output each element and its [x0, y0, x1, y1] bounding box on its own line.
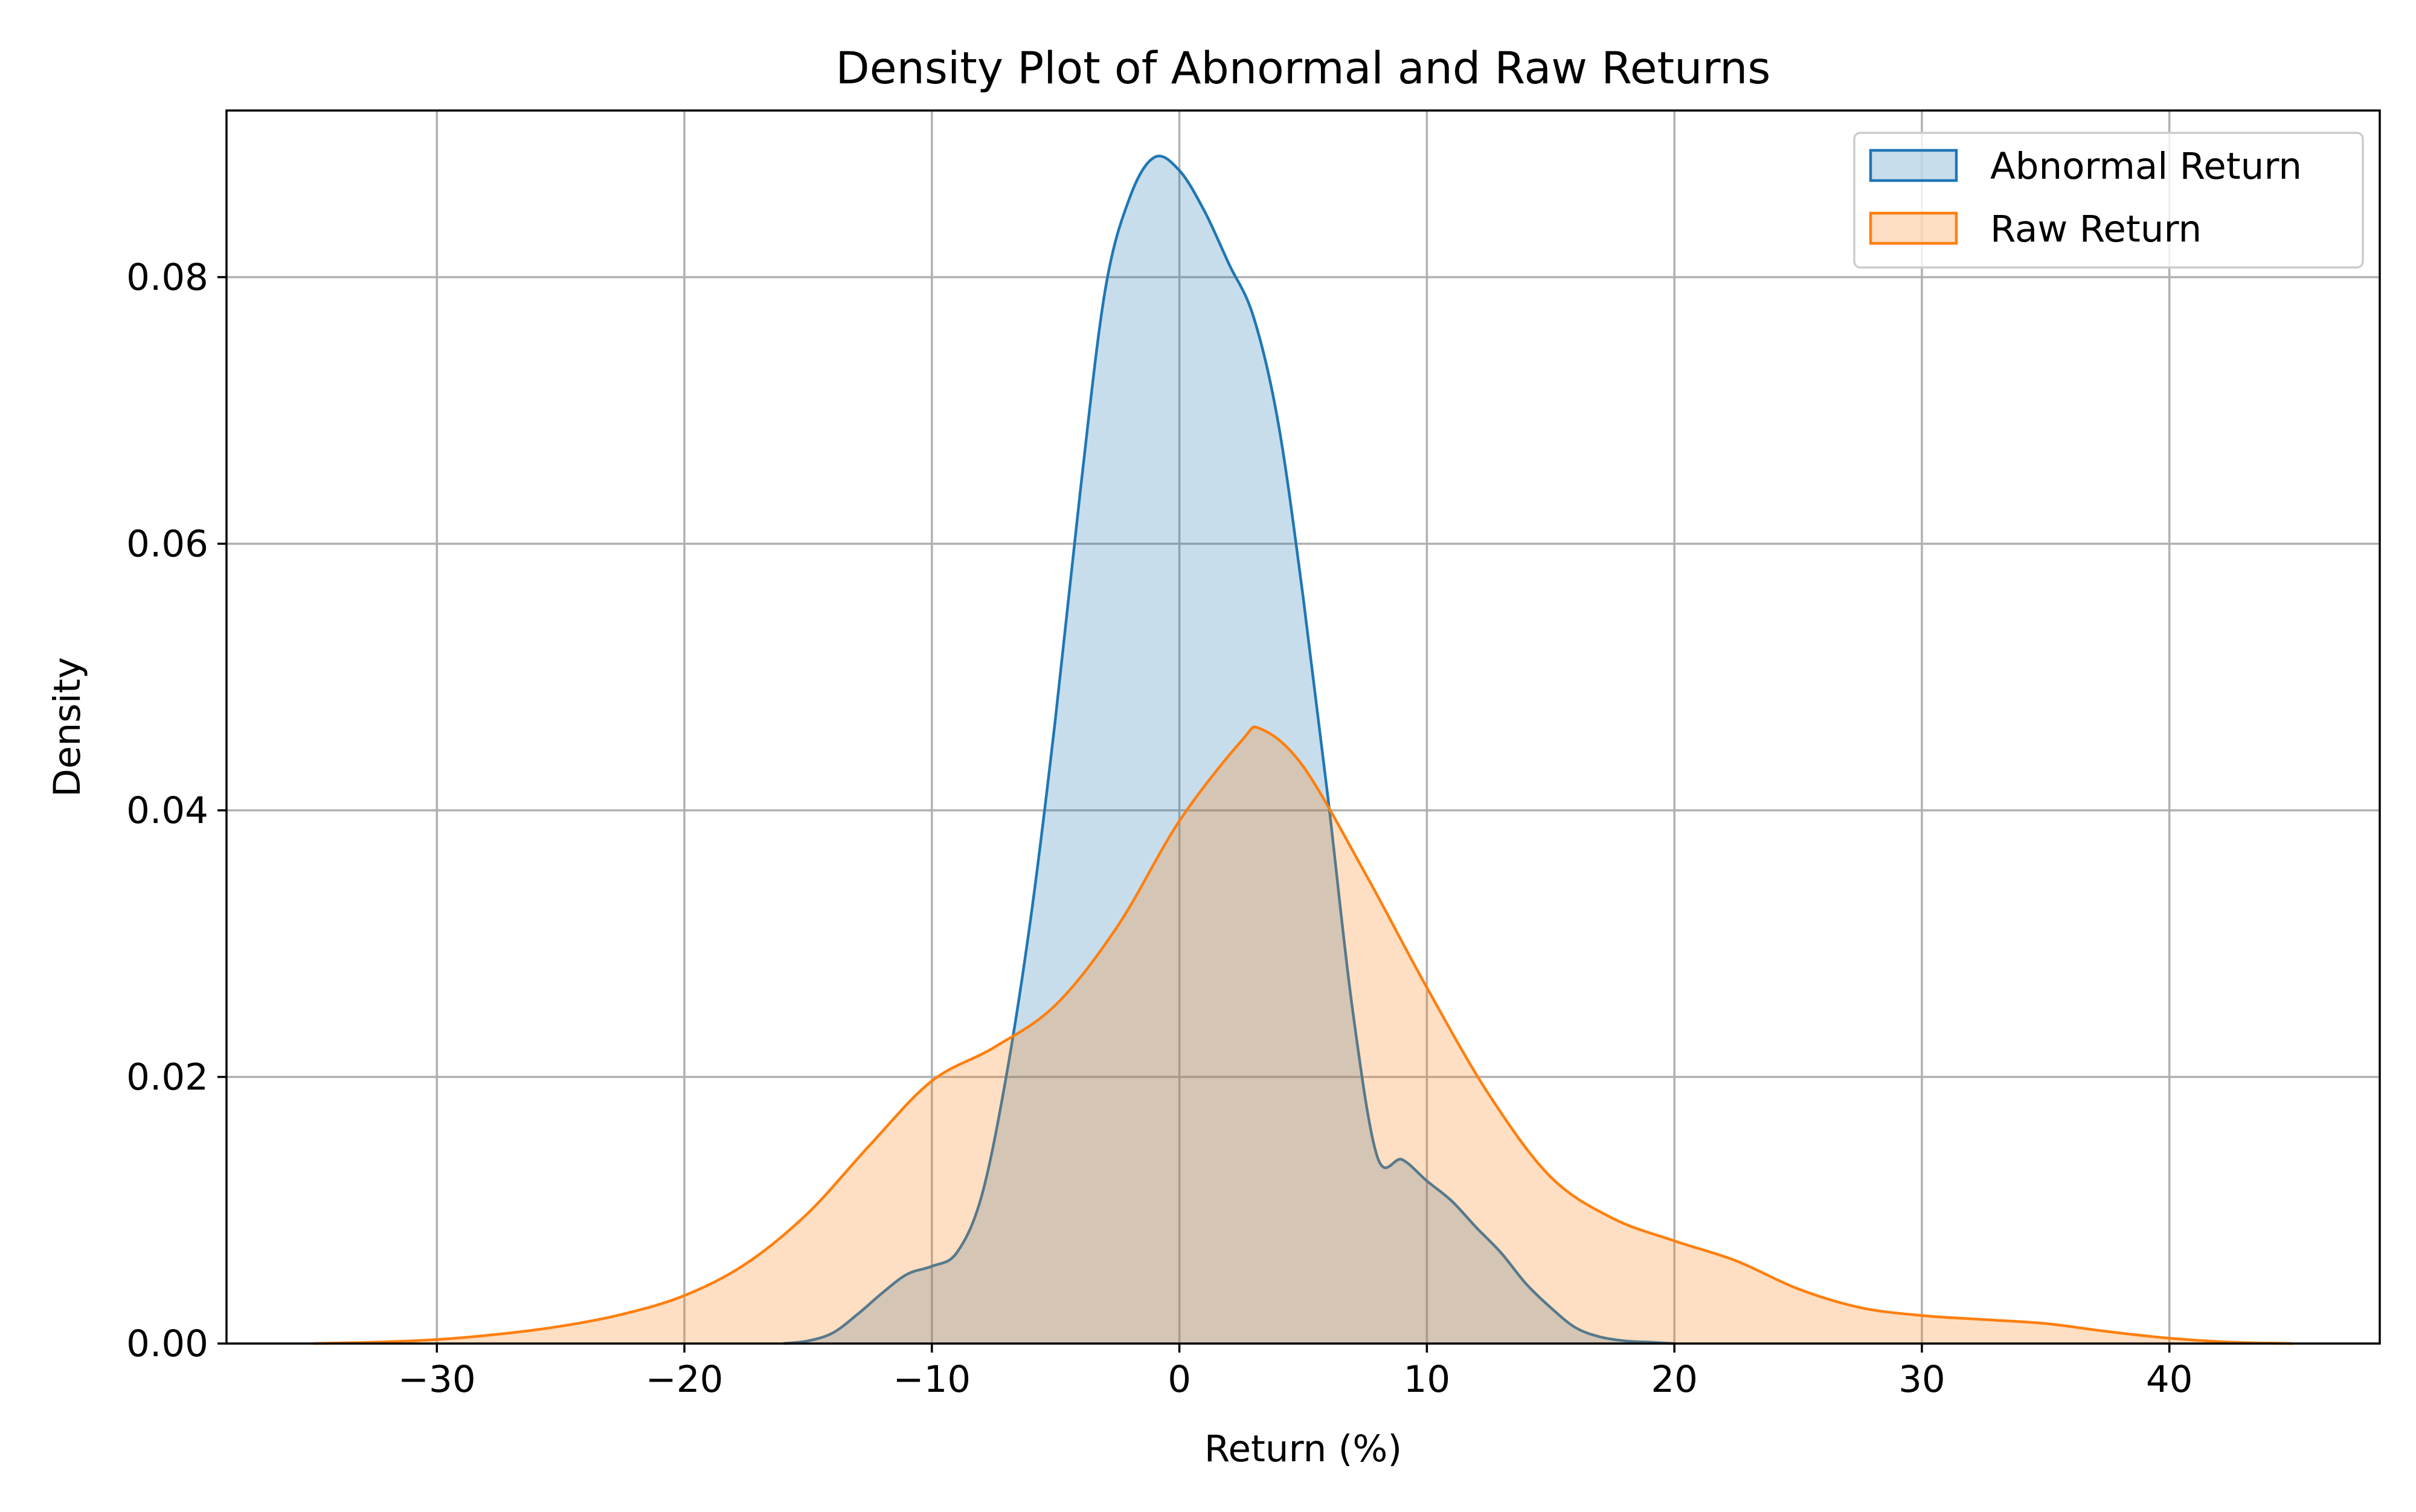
legend-label-abnormal-return: Abnormal Return — [1990, 145, 2302, 188]
x-tick-label: −20 — [646, 1358, 724, 1401]
axes-frame — [225, 109, 2381, 1345]
legend-swatch-raw-return — [1869, 211, 1958, 245]
raw-return-density-area — [313, 726, 2293, 1344]
chart-title: Density Plot of Abnormal and Raw Returns — [836, 43, 1771, 94]
abnormal-return-density-line — [783, 155, 1675, 1345]
ticks: −30 −20 −10 0 10 20 30 40 0.00 0.02 0.04 0.06 0.08 — [126, 256, 2193, 1401]
y-tick-label: 0.00 — [126, 1322, 208, 1365]
x-tick-label: −30 — [398, 1358, 476, 1401]
y-tick-label: 0.08 — [126, 256, 208, 299]
abnormal-return-density-area — [783, 156, 1675, 1344]
legend: Abnormal Return Raw Return — [1853, 132, 2364, 269]
x-tick-label: −10 — [893, 1358, 971, 1401]
y-tick-label: 0.04 — [126, 789, 208, 832]
x-tick-label: 40 — [2146, 1358, 2193, 1401]
y-axis-label: Density — [46, 657, 89, 797]
legend-frame — [1853, 132, 2364, 269]
series-layer — [313, 155, 2293, 1345]
raw-return-density-line — [313, 725, 2293, 1345]
x-tick-label: 30 — [1898, 1358, 1945, 1401]
x-axis-label: Return (%) — [1204, 1427, 1402, 1470]
x-tick-label: 0 — [1168, 1358, 1191, 1401]
legend-label-raw-return: Raw Return — [1990, 208, 2202, 251]
legend-swatch-abnormal-return — [1869, 149, 1958, 182]
y-tick-label: 0.06 — [126, 522, 208, 565]
y-tick-label: 0.02 — [126, 1056, 208, 1098]
x-tick-label: 20 — [1651, 1358, 1698, 1401]
x-tick-label: 10 — [1404, 1358, 1451, 1401]
